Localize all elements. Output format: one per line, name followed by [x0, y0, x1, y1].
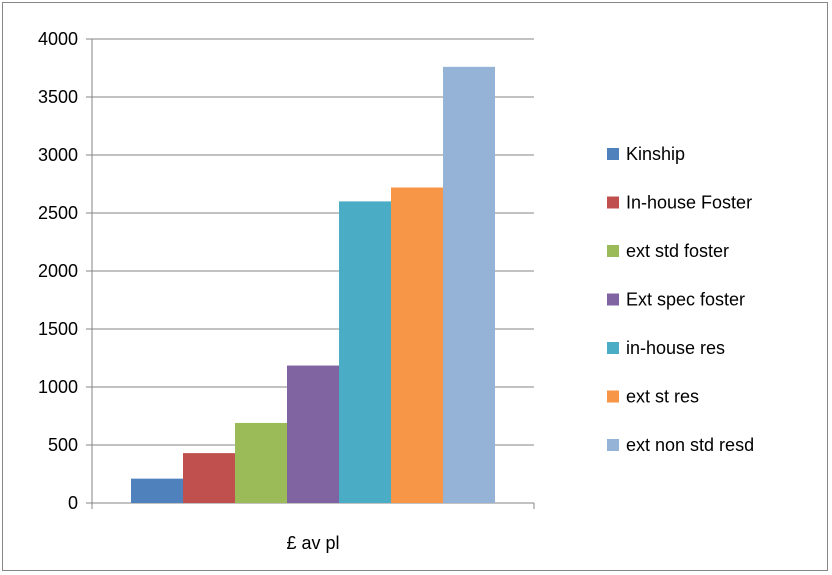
y-tick-labels: 0 500 1000 1500 2000 2500 3000 3500 4000	[38, 29, 78, 513]
y-tick-label: 2500	[38, 203, 78, 223]
y-tick-label: 500	[48, 435, 78, 455]
x-category-labels: £ av pl	[286, 533, 339, 553]
legend-label: in-house res	[626, 338, 725, 358]
legend-swatch	[607, 293, 619, 306]
y-tick-label: 2000	[38, 261, 78, 281]
legend: Kinship In-house Foster ext std foster Ext …	[607, 144, 754, 455]
bars	[131, 66, 495, 504]
x-category-label: £ av pl	[286, 533, 339, 553]
bar-ext-st-res	[391, 187, 443, 504]
bar-ext-spec-foster	[287, 365, 339, 503]
legend-label: ext non std resd	[626, 435, 754, 455]
y-tick-label: 1500	[38, 319, 78, 339]
legend-swatch	[607, 439, 619, 451]
bar-in-house-res	[339, 201, 391, 503]
legend-swatch	[607, 148, 619, 160]
legend-swatch	[607, 245, 619, 257]
bar-in-house-foster	[183, 453, 235, 503]
y-tick-label: 0	[68, 493, 78, 513]
legend-swatch	[607, 342, 619, 354]
y-tick-label: 1000	[38, 377, 78, 397]
legend-swatch	[607, 196, 619, 209]
legend-label: ext st res	[626, 387, 699, 407]
bar-ext-std-foster	[235, 422, 287, 503]
legend-swatch	[607, 390, 619, 403]
bar-kinship	[131, 478, 183, 503]
legend-label: Kinship	[626, 144, 685, 164]
legend-label: Ext spec foster	[626, 290, 745, 310]
legend-label: ext std foster	[626, 241, 729, 261]
y-tick-label: 3000	[38, 145, 78, 165]
y-tick-label: 3500	[38, 87, 78, 107]
y-tick-label: 4000	[38, 29, 78, 49]
legend-label: In-house Foster	[626, 193, 752, 213]
bar-ext-non-std-resd	[443, 66, 495, 503]
